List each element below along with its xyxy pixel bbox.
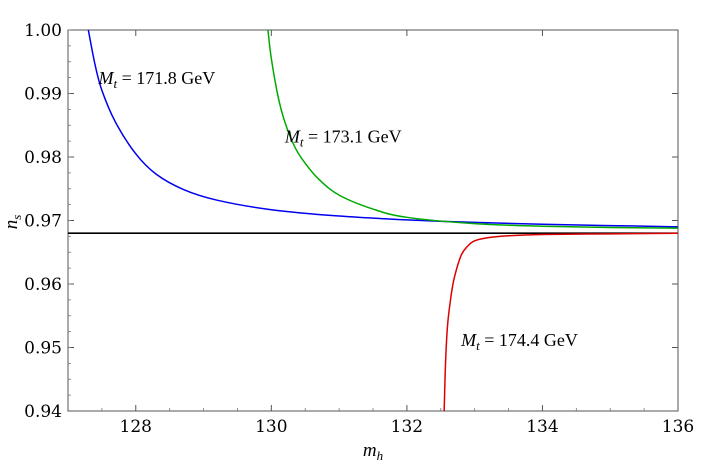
y-axis-title: ns — [1, 215, 24, 230]
series-label-0: Mt = 171.8 GeV — [98, 68, 216, 91]
series-lines — [87, 29, 679, 412]
y-tick-label: 1.00 — [24, 21, 62, 41]
x-tick-label: 128 — [120, 417, 152, 437]
x-tick-label: 134 — [526, 417, 558, 437]
series-label-2: Mt = 174.4 GeV — [460, 330, 578, 353]
x-tick-label: 132 — [391, 417, 423, 437]
annotations: Mt = 171.8 GeV Mt = 173.1 GeV Mt = 174.4 G… — [98, 68, 578, 353]
y-tick-label: 0.95 — [24, 339, 62, 359]
y-tick-label: 0.99 — [24, 85, 62, 105]
series-label-1: Mt = 173.1 GeV — [284, 126, 402, 149]
series-line-1 — [267, 29, 679, 229]
x-tick-label: 130 — [255, 417, 287, 437]
x-axis-title: mh — [363, 440, 383, 463]
y-tick-label: 0.97 — [24, 212, 62, 232]
series-line-0 — [87, 29, 679, 228]
y-tick-label: 0.94 — [24, 402, 62, 422]
y-tick-label: 0.98 — [24, 148, 62, 168]
y-axis: 0.94 0.95 0.96 0.97 0.98 0.99 1.00 — [24, 21, 678, 422]
y-tick-label: 0.96 — [24, 275, 62, 295]
x-tick-label: 136 — [662, 417, 694, 437]
x-axis: 128 130 132 134 136 — [101, 30, 694, 437]
series-line-2 — [443, 232, 679, 412]
